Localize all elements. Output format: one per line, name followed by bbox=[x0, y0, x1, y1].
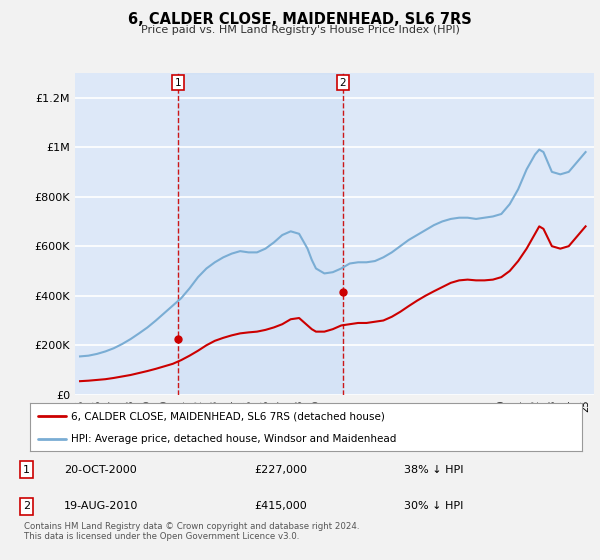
Bar bbox=[178, 73, 343, 395]
Text: Contains HM Land Registry data © Crown copyright and database right 2024.
This d: Contains HM Land Registry data © Crown c… bbox=[24, 522, 359, 542]
Text: Price paid vs. HM Land Registry's House Price Index (HPI): Price paid vs. HM Land Registry's House … bbox=[140, 25, 460, 35]
Text: 6, CALDER CLOSE, MAIDENHEAD, SL6 7RS: 6, CALDER CLOSE, MAIDENHEAD, SL6 7RS bbox=[128, 12, 472, 27]
Text: 20-OCT-2000: 20-OCT-2000 bbox=[64, 465, 137, 475]
Text: 1: 1 bbox=[175, 78, 181, 87]
Text: £227,000: £227,000 bbox=[254, 465, 307, 475]
Text: 19-AUG-2010: 19-AUG-2010 bbox=[64, 501, 138, 511]
Text: £415,000: £415,000 bbox=[254, 501, 307, 511]
Text: 30% ↓ HPI: 30% ↓ HPI bbox=[404, 501, 463, 511]
Text: 2: 2 bbox=[23, 501, 30, 511]
Text: 1: 1 bbox=[23, 465, 30, 475]
Text: 2: 2 bbox=[340, 78, 346, 87]
Text: HPI: Average price, detached house, Windsor and Maidenhead: HPI: Average price, detached house, Wind… bbox=[71, 434, 397, 444]
Text: 6, CALDER CLOSE, MAIDENHEAD, SL6 7RS (detached house): 6, CALDER CLOSE, MAIDENHEAD, SL6 7RS (de… bbox=[71, 411, 385, 421]
Text: 38% ↓ HPI: 38% ↓ HPI bbox=[404, 465, 463, 475]
